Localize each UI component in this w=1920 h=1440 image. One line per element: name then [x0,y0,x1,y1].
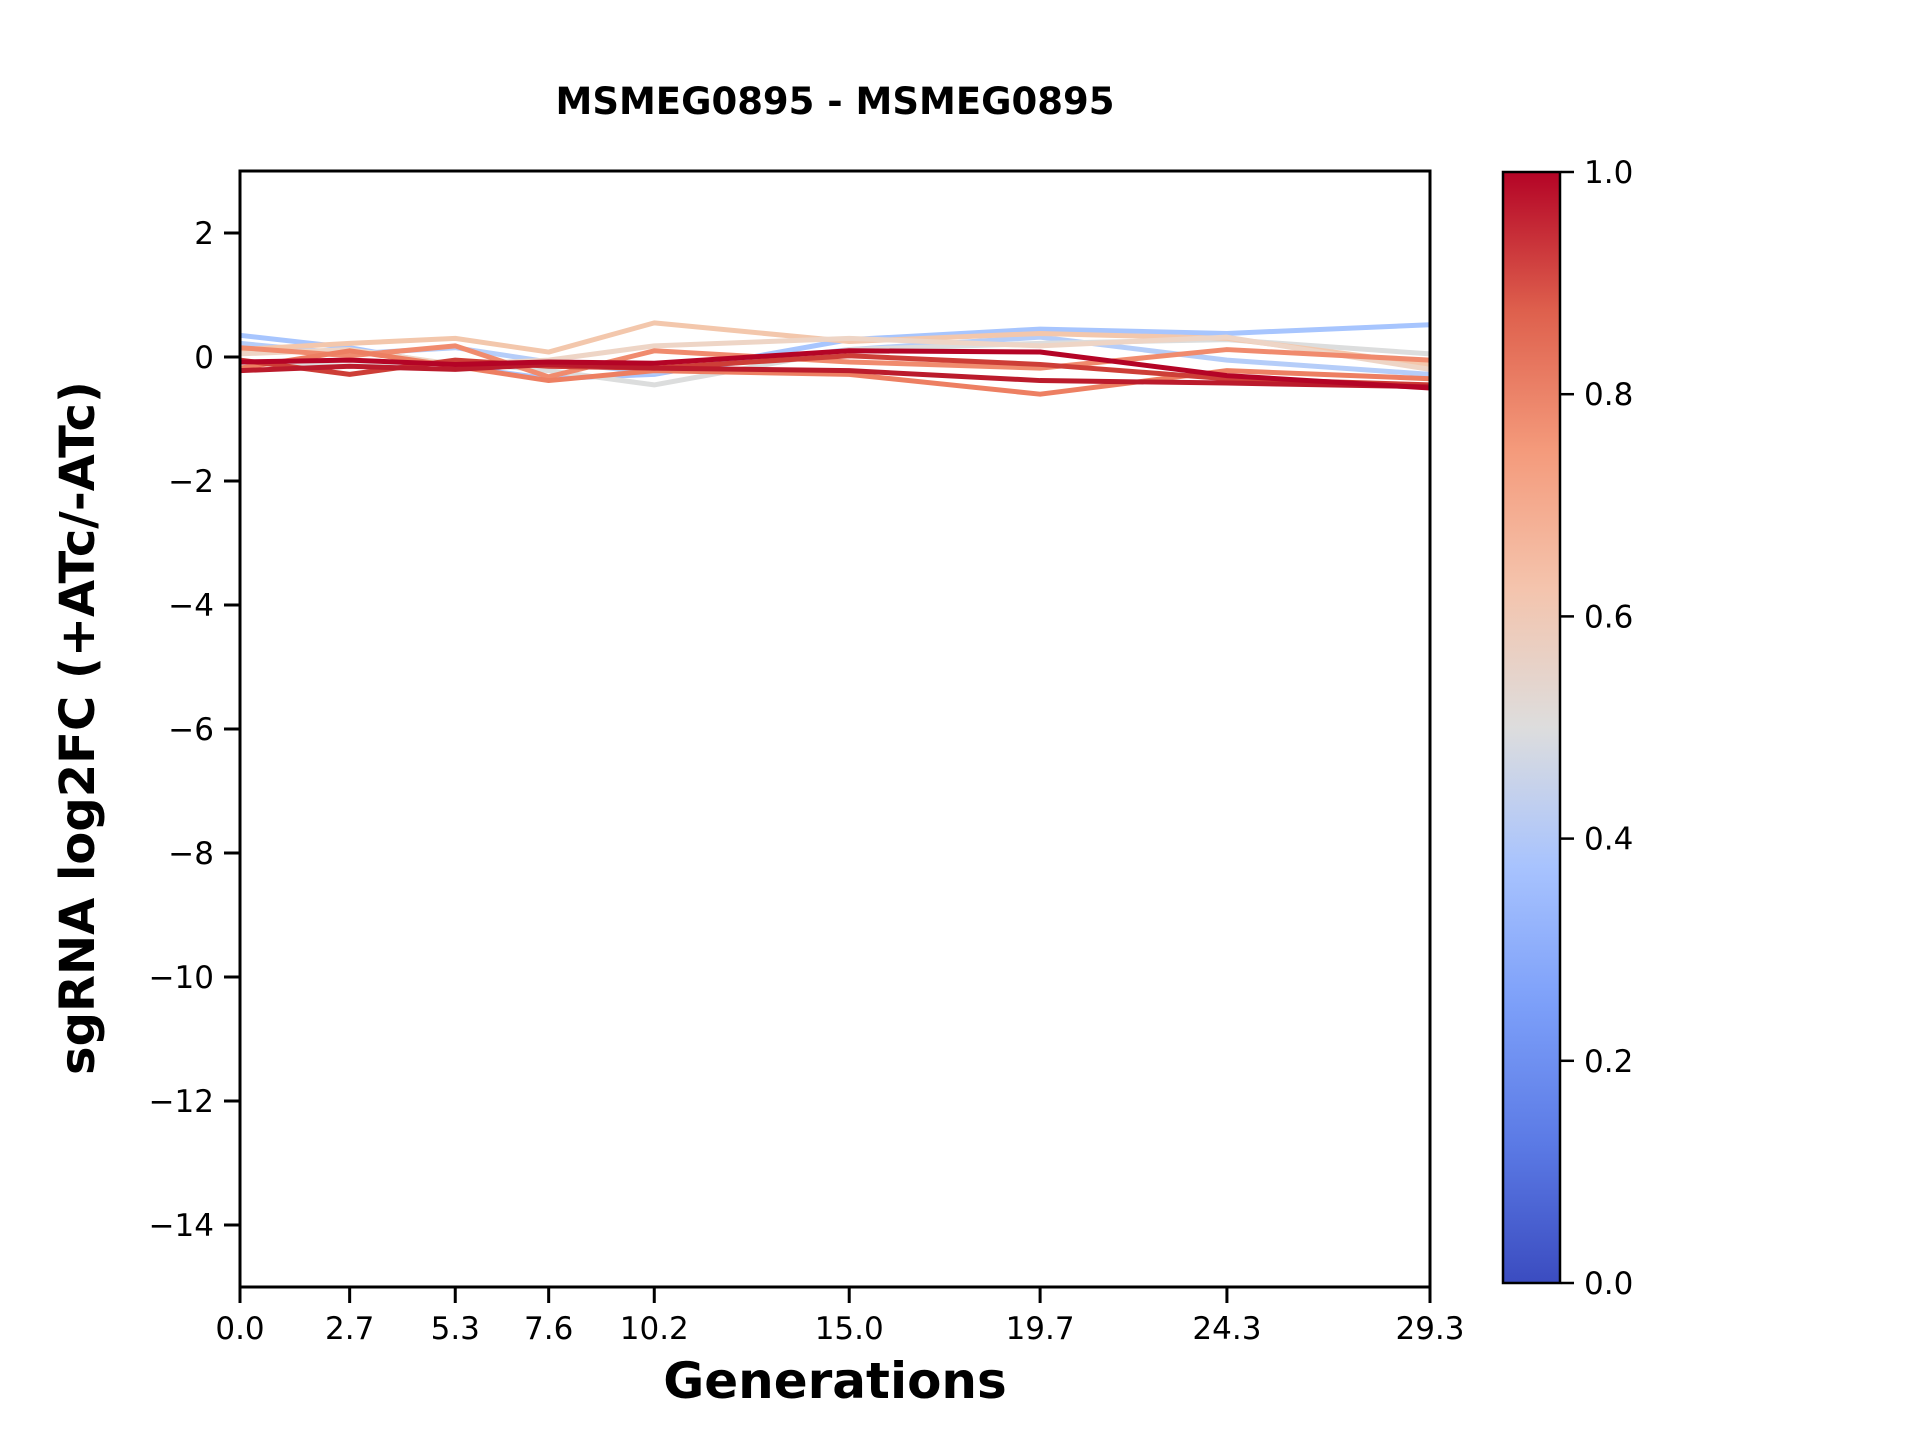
x-tick-label: 29.3 [1395,1311,1464,1347]
x-tick-label: 10.2 [620,1311,689,1347]
chart-title: MSMEG0895 - MSMEG0895 [555,80,1115,123]
sgrna-trace-line-6 [239,343,1431,380]
colorbar-tick-label: 1.0 [1584,155,1633,191]
x-tick-label: 5.3 [431,1311,480,1347]
x-axis-label: Generations [663,1352,1007,1410]
x-tick-label: 0.0 [215,1311,264,1347]
y-tick-label: −8 [168,836,214,872]
x-tick-label: 15.0 [815,1311,884,1347]
x-tick-label: 2.7 [325,1311,374,1347]
y-axis-label: sgRNA log2FC (+ATc/-ATc) [50,381,106,1075]
sgrna-trace-line-9 [239,361,1431,390]
y-tick-label: 0 [194,340,214,376]
x-tick-label: 7.6 [524,1311,573,1347]
x-tick-label: 19.7 [1006,1311,1075,1347]
sgrna-trace-line-10 [239,348,1431,391]
colorbar-tick-label: 0.4 [1584,822,1633,858]
y-tick-label: −14 [149,1208,214,1244]
colorbar-tick-label: 0.6 [1584,599,1633,635]
colorbar-tick-label: 0.0 [1584,1266,1633,1302]
plot-frame [238,169,1432,1289]
y-tick-label: −6 [168,712,214,748]
sgrna-trace-line-4 [239,320,1431,367]
x-tick-label: 24.3 [1192,1311,1261,1347]
colorbar-tick-label: 0.8 [1584,377,1633,413]
colorbar-tick-label: 0.2 [1584,1044,1633,1080]
y-tick-label: 2 [194,216,214,252]
colorbar [1501,170,1562,1285]
y-tick-label: −4 [168,588,214,624]
y-tick-label: −12 [149,1084,214,1120]
y-tick-label: −10 [149,960,214,996]
y-tick-label: −2 [168,464,214,500]
